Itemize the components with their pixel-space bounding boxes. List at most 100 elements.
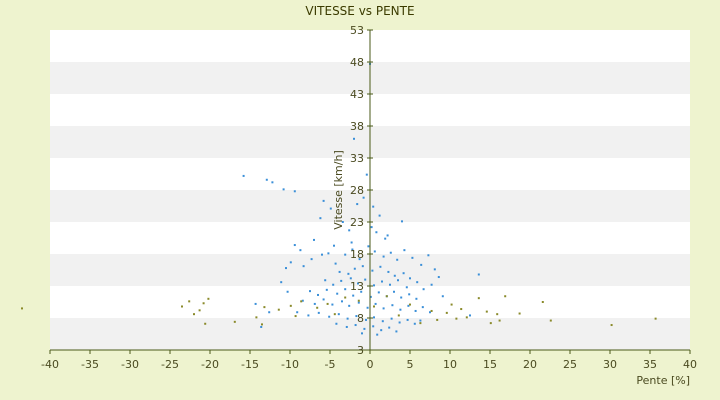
data-point: [293, 244, 296, 247]
data-point: [489, 322, 492, 325]
data-point: [445, 311, 448, 314]
data-point: [277, 308, 280, 311]
data-point: [268, 311, 271, 314]
data-point: [433, 268, 436, 271]
data-point: [373, 250, 376, 253]
data-point: [465, 316, 468, 319]
data-point: [409, 277, 411, 280]
data-point: [294, 315, 297, 318]
data-point: [375, 231, 378, 234]
y-tick-label: 8: [357, 312, 364, 325]
data-point: [313, 238, 315, 241]
data-point: [504, 295, 507, 298]
data-point: [289, 261, 292, 264]
data-point: [372, 205, 375, 208]
data-point: [450, 303, 453, 306]
x-tick-label: 10: [443, 358, 457, 371]
data-point: [358, 258, 361, 261]
data-point: [307, 314, 310, 317]
data-point: [334, 262, 337, 265]
x-tick-label: 25: [563, 358, 577, 371]
data-point: [430, 283, 433, 286]
data-point: [469, 314, 471, 317]
data-point: [340, 279, 343, 282]
data-point: [371, 269, 374, 272]
data-point: [263, 306, 266, 309]
data-point: [326, 302, 329, 305]
y-tick-label: 13: [350, 280, 364, 293]
data-point: [385, 295, 388, 298]
data-point: [333, 313, 336, 316]
data-point: [329, 207, 332, 210]
data-point: [549, 319, 552, 322]
data-point: [293, 190, 296, 193]
data-point: [327, 252, 330, 255]
data-point: [393, 274, 396, 277]
data-point: [353, 267, 356, 270]
data-point: [325, 288, 328, 291]
y-tick-label: 18: [350, 248, 364, 261]
data-point: [389, 283, 391, 286]
data-point: [344, 253, 347, 256]
y-tick-label: 53: [350, 24, 364, 37]
data-point: [402, 272, 405, 275]
data-point: [341, 300, 343, 303]
data-point: [328, 315, 331, 318]
data-point: [300, 300, 303, 303]
data-point: [332, 283, 335, 286]
data-point: [280, 281, 283, 284]
data-point: [370, 226, 373, 229]
data-point: [388, 326, 391, 329]
data-point: [233, 320, 236, 323]
y-tick-label: 33: [350, 152, 364, 165]
x-tick-label: -25: [161, 358, 179, 371]
data-point: [309, 290, 311, 293]
data-point: [376, 333, 379, 336]
data-point: [430, 309, 433, 312]
x-tick-label: -20: [201, 358, 219, 371]
data-point: [382, 255, 385, 258]
data-point: [390, 317, 393, 320]
data-point: [338, 270, 341, 273]
data-point: [422, 288, 425, 291]
data-point: [416, 281, 419, 284]
x-tick-label: -5: [325, 358, 336, 371]
data-point: [391, 304, 394, 307]
x-tick-label: -10: [281, 358, 299, 371]
data-point: [347, 272, 350, 275]
data-point: [419, 322, 422, 325]
data-point: [310, 258, 313, 261]
x-tick-label: -35: [81, 358, 99, 371]
data-point: [455, 317, 458, 320]
x-tick-label: 5: [407, 358, 414, 371]
data-point: [382, 307, 385, 310]
data-point: [333, 244, 335, 247]
data-point: [21, 307, 23, 310]
data-point: [415, 297, 418, 300]
x-tick-label: 35: [643, 358, 657, 371]
x-tick-label: 0: [367, 358, 374, 371]
data-point: [460, 308, 463, 311]
x-tick-label: 40: [683, 358, 697, 371]
data-point: [485, 310, 488, 313]
x-tick-label: -40: [41, 358, 59, 371]
data-point: [436, 318, 439, 321]
data-point: [405, 286, 408, 289]
data-point: [299, 249, 302, 252]
data-point: [316, 306, 319, 309]
data-point: [322, 199, 325, 202]
data-point: [541, 301, 544, 303]
data-point: [322, 298, 325, 301]
data-point: [413, 322, 416, 325]
data-point: [367, 245, 370, 248]
data-point: [363, 327, 366, 330]
data-point: [401, 220, 403, 223]
y-tick-label: 3: [357, 344, 364, 357]
data-point: [348, 229, 351, 232]
data-point: [421, 306, 424, 309]
data-point: [271, 181, 274, 184]
y-tick-label: 43: [350, 88, 364, 101]
chart-title: VITESSE vs PENTE: [305, 4, 415, 18]
data-point: [498, 319, 501, 322]
y-tick-label: 48: [350, 56, 364, 69]
